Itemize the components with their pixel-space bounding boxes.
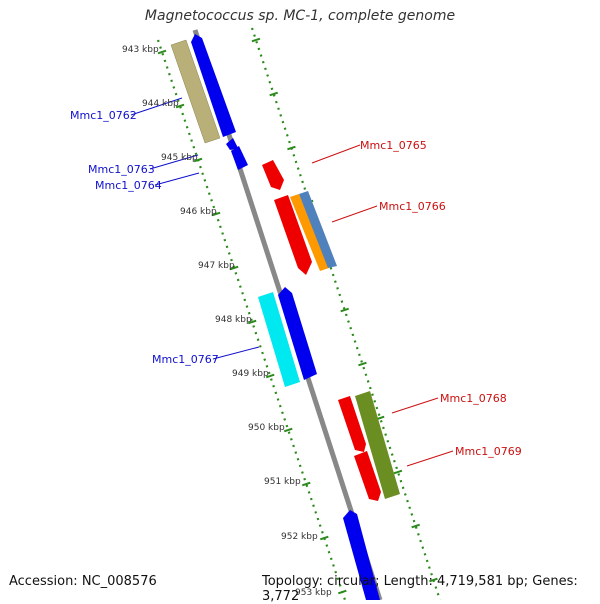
leader-mmc1-0769	[406, 450, 454, 467]
ruler-tick-mark	[411, 523, 420, 529]
gene-label-mmc1-0764[interactable]: Mmc1_0764	[95, 179, 162, 192]
gene-arrow-mmc1-0767[interactable]	[278, 287, 317, 380]
gene-label-mmc1-0765[interactable]: Mmc1_0765	[360, 139, 427, 152]
leader-mmc1-0764	[154, 172, 200, 186]
feature-cyan[interactable]	[258, 292, 300, 387]
gene-arrow-mmc1-0765[interactable]	[262, 160, 284, 190]
ruler-tick-mark	[429, 577, 438, 583]
tick-label-947: 947 kbp	[198, 261, 235, 271]
ruler-tick-mark	[269, 91, 279, 97]
tick-label-952: 952 kbp	[281, 532, 318, 542]
gene-arrow-unlabeled[interactable]	[343, 510, 380, 600]
tick-label-950: 950 kbp	[248, 423, 285, 433]
gene-arrow-mmc1-0764[interactable]	[231, 146, 248, 170]
ruler-tick-mark	[283, 427, 293, 433]
ruler-tick-mark	[301, 481, 311, 487]
ruler-tick-mark	[319, 535, 329, 541]
ruler-tick-mark	[251, 37, 261, 43]
gene-label-mmc1-0767[interactable]: Mmc1_0767	[152, 353, 219, 366]
ruler-tick-mark	[393, 469, 403, 475]
tick-label-945: 945 kbp	[161, 153, 198, 163]
ruler-tick-mark	[340, 307, 349, 313]
gene-arrow-mmc1-0763[interactable]	[226, 138, 238, 150]
tick-label-943: 943 kbp	[122, 45, 159, 55]
ruler-tick-mark	[247, 319, 257, 325]
ruler-tick-mark	[265, 373, 275, 379]
label-leader-lines	[130, 97, 454, 467]
gene-arrow-mmc1-0762[interactable]	[191, 34, 236, 137]
ruler-tick-mark	[175, 103, 185, 109]
feature-khaki[interactable]	[170, 39, 221, 144]
ruler-tick-mark	[338, 589, 347, 595]
gene-arrow-mmc1-0766[interactable]	[274, 195, 312, 275]
feature-tracks	[170, 39, 400, 499]
ruler-tick-mark	[358, 361, 367, 367]
tick-label-951: 951 kbp	[264, 477, 301, 487]
gene-labels: Mmc1_0762 Mmc1_0763 Mmc1_0764 Mmc1_0765 …	[70, 109, 522, 458]
gene-arrow-mmc1-0768[interactable]	[338, 396, 366, 452]
ruler-tick-labels: 943 kbp 944 kbp 945 kbp 946 kbp 947 kbp …	[122, 45, 332, 598]
outer-ruler-line	[250, 27, 442, 600]
leader-mmc1-0765	[311, 144, 361, 164]
gene-label-mmc1-0762[interactable]: Mmc1_0762	[70, 109, 137, 122]
tick-label-948: 948 kbp	[215, 315, 252, 325]
ruler-tick-mark	[211, 211, 221, 217]
inner-ruler-line	[156, 39, 347, 600]
leader-mmc1-0767	[212, 346, 260, 360]
leader-mmc1-0766	[331, 205, 378, 223]
gene-label-mmc1-0768[interactable]: Mmc1_0768	[440, 392, 507, 405]
tick-label-953: 953 kbp	[295, 588, 332, 598]
tick-label-946: 946 kbp	[180, 207, 217, 217]
leader-mmc1-0763	[149, 154, 199, 170]
leader-mmc1-0762	[130, 97, 183, 116]
gene-label-mmc1-0769[interactable]: Mmc1_0769	[455, 445, 522, 458]
gene-arrow-mmc1-0769[interactable]	[354, 451, 381, 501]
gene-label-mmc1-0766[interactable]: Mmc1_0766	[379, 200, 446, 213]
ruler-lines	[156, 27, 442, 600]
tick-label-944: 944 kbp	[142, 99, 179, 109]
ruler-tick-mark	[287, 145, 296, 151]
leader-mmc1-0768	[391, 397, 439, 414]
accession-text: Accession: NC_008576	[9, 574, 157, 589]
ruler-tick-mark	[193, 157, 203, 163]
gene-arrows	[191, 34, 381, 600]
ruler-tick-mark	[229, 265, 239, 271]
feature-orange[interactable]	[290, 194, 329, 271]
gene-label-mmc1-0763[interactable]: Mmc1_0763	[88, 163, 155, 176]
map-title: Magnetococcus sp. MC-1, complete genome	[144, 8, 456, 24]
tick-label-949: 949 kbp	[232, 369, 269, 379]
ruler-tick-mark	[157, 49, 167, 55]
feature-olive[interactable]	[355, 391, 400, 499]
feature-steelblue[interactable]	[299, 191, 337, 268]
